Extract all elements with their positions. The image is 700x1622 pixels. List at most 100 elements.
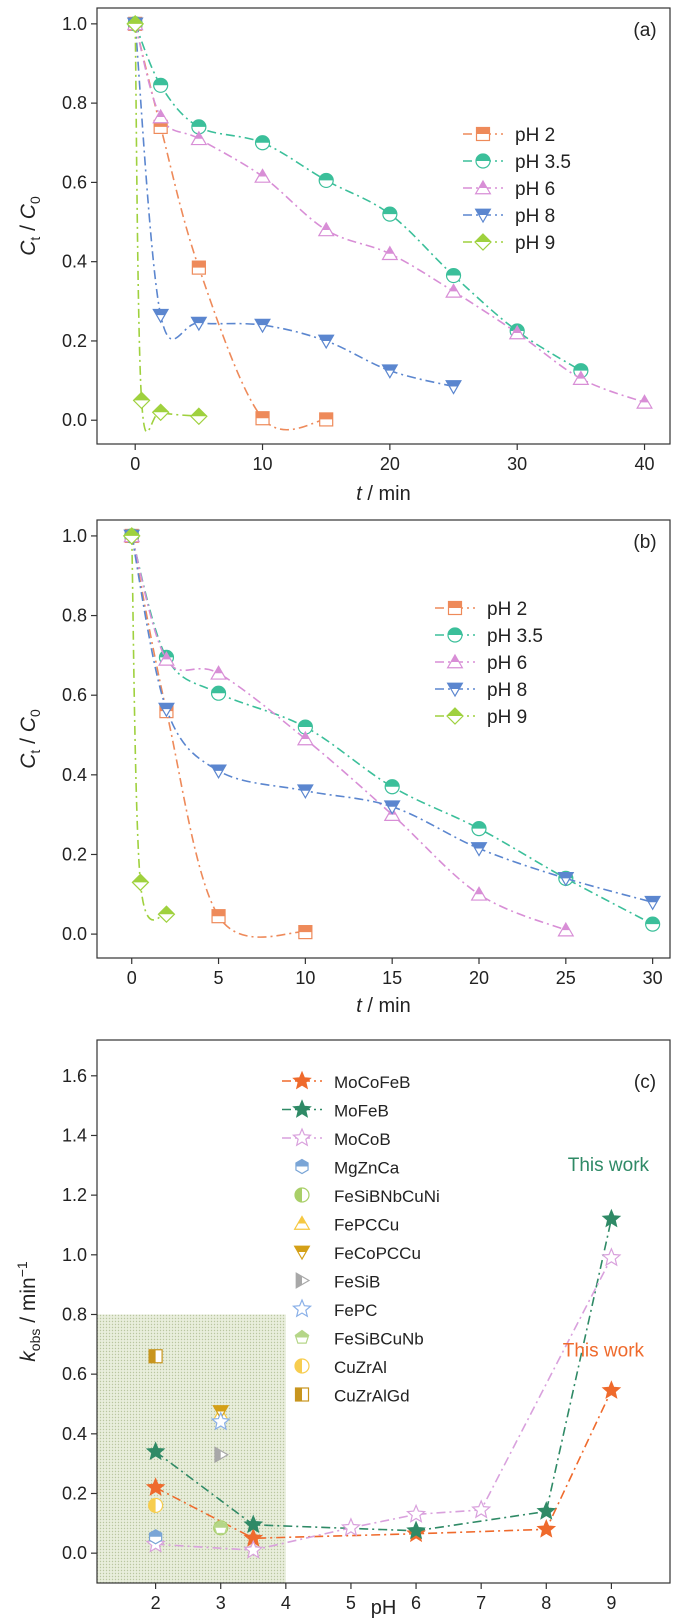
panel-0-data-point	[636, 394, 653, 409]
panel-1-axes: 0 5 10 15 20 25 30 0.0 0.2 0.4 0.6 0.8 1.0 (b)	[62, 519, 671, 988]
panel-2-y-tick-label: 0.8	[62, 1304, 87, 1324]
panel-1-series-line	[130, 535, 654, 925]
panel-1-data-point	[383, 800, 401, 815]
panel-1-x-tick-label: 10	[295, 968, 315, 988]
panel-1-data-point	[157, 905, 176, 924]
panel-1-y-tick-label: 0.2	[62, 844, 87, 864]
panel-2-data-point	[601, 1380, 622, 1399]
panel-2-legend-label: MgZnCa	[334, 1159, 400, 1178]
panel-0-legend-marker	[475, 153, 491, 169]
panel-0-data-point	[445, 380, 462, 395]
panel-2-legend-marker	[294, 1387, 310, 1402]
panel-1-plot-area	[122, 527, 662, 940]
panel-1-data-point	[296, 784, 314, 799]
panel-0-data-point	[381, 245, 399, 261]
panel-1-data-point	[644, 895, 662, 911]
panel-0-data-point	[319, 412, 334, 427]
panel-1-label: (b)	[633, 532, 656, 553]
panel-2-data-point	[406, 1503, 427, 1523]
panel-0-legend-marker	[474, 233, 492, 251]
panel-1-legend-marker	[446, 707, 464, 725]
panel-1-x-tick-label: 20	[469, 968, 489, 988]
panel-2-y-tick-label: 1.4	[62, 1125, 87, 1145]
panel-0-data-point	[132, 391, 151, 410]
panel-0-data-point	[254, 135, 271, 151]
panel-0-legend-marker	[474, 179, 492, 195]
panel-2-data-point	[471, 1499, 492, 1519]
panel-2-data-point	[601, 1208, 622, 1228]
panel-1-legend-marker	[446, 653, 464, 669]
panel-1-series-line	[130, 535, 168, 921]
panel-1-x-tick-label: 0	[127, 968, 137, 988]
panel-2-legend-label: MoCoB	[334, 1130, 391, 1149]
panel-0-data-point	[508, 324, 526, 340]
panel-2-y-tick-label: 0.0	[62, 1543, 87, 1563]
panel-2-data-point	[340, 1517, 361, 1537]
panel-2-data-point	[213, 1520, 229, 1535]
panel-2-y-tick-label: 1.6	[62, 1066, 87, 1086]
panel-1-y-tick-label: 0.8	[62, 606, 87, 626]
panel-2-data-point	[243, 1514, 264, 1534]
panel-0-legend-label: pH 6	[515, 179, 555, 200]
panel-1-legend-label: pH 9	[487, 707, 527, 728]
panel-1-data-point	[384, 779, 400, 795]
panel-2-legend-marker	[295, 1158, 309, 1175]
panel-1-series-line	[130, 535, 306, 938]
panel-2-x-tick-label: 2	[151, 1593, 161, 1613]
panel-0-data-point	[317, 221, 335, 237]
panel-0-data-point	[318, 172, 334, 189]
panel-2-series-line	[155, 1218, 613, 1532]
panel-0-data-point	[190, 130, 208, 146]
panel-2-data-point	[145, 1477, 166, 1496]
panel-2-data-point	[243, 1539, 264, 1559]
panel-2-data-point	[536, 1501, 557, 1520]
panel-0-legend-label: pH 3.5	[515, 152, 571, 173]
panel-0-series-line	[134, 23, 645, 404]
panel-1-legend-marker	[446, 682, 464, 698]
panel-0-data-point	[190, 316, 208, 332]
panel-1-y-tick-label: 0.6	[62, 685, 87, 705]
panel-2-x-tick-label: 9	[606, 1593, 616, 1613]
panel-2-y-tick-label: 1.2	[62, 1185, 87, 1205]
panel-0-legend-label: pH 8	[515, 206, 555, 227]
panel-0-y-tick-label: 1.0	[62, 14, 87, 34]
panel-2-legend-marker	[294, 1329, 310, 1344]
panel-2-legend-label: FeCoPCCu	[334, 1244, 421, 1263]
panel-1-legend-label: pH 2	[487, 599, 527, 620]
panel-0-frame	[96, 7, 671, 445]
panel-2-legend-label: FeSiBCuNb	[334, 1330, 424, 1349]
panel-1-data-point	[470, 842, 488, 857]
panel-2-legend-marker	[293, 1215, 311, 1230]
panel-1-x-tick-label: 5	[214, 968, 224, 988]
panel-2-data-point	[145, 1441, 166, 1461]
panel-0-data-point	[190, 407, 208, 426]
panel-0-data-point	[152, 308, 170, 324]
panel-2-x-tick-label: 5	[346, 1593, 356, 1613]
panel-2-x-tick-label: 4	[281, 1593, 291, 1613]
panel-2-data-point	[406, 1520, 426, 1540]
panel-2-y-axis-title: kobs / min−1	[14, 1261, 43, 1362]
panel-1-data-point	[470, 886, 488, 901]
panel-1-data-point	[210, 764, 227, 780]
panel-2-legend-marker	[291, 1298, 313, 1318]
panel-2-x-tick-label: 3	[216, 1593, 226, 1613]
panel-1-y-tick-label: 0.0	[62, 924, 87, 944]
panel-0-label: (a)	[633, 20, 656, 41]
panel-0-legend-marker	[475, 126, 491, 142]
panel-0-data-point	[572, 370, 590, 385]
panel-2-x-tick-label: 7	[476, 1593, 486, 1613]
panel-2-data-point	[536, 1518, 557, 1538]
panel-2-legend-label: CuZrAl	[334, 1358, 387, 1377]
panel-2-x-tick-label: 6	[411, 1593, 421, 1613]
panel-1-series-line	[130, 535, 653, 904]
panel-2-label: (c)	[634, 1072, 656, 1093]
panel-1-x-tick-label: 25	[556, 968, 576, 988]
panel-0-y-tick-label: 0.8	[62, 93, 87, 113]
panel-0-x-tick-label: 30	[507, 454, 527, 474]
panel-0-x-tick-label: 0	[130, 454, 140, 474]
panel-2-legend-label: MoFeB	[334, 1102, 389, 1121]
panel-1-data-point	[557, 872, 575, 887]
panel-0-data-point	[191, 119, 207, 135]
panel-2-legend-marker	[294, 1358, 310, 1374]
